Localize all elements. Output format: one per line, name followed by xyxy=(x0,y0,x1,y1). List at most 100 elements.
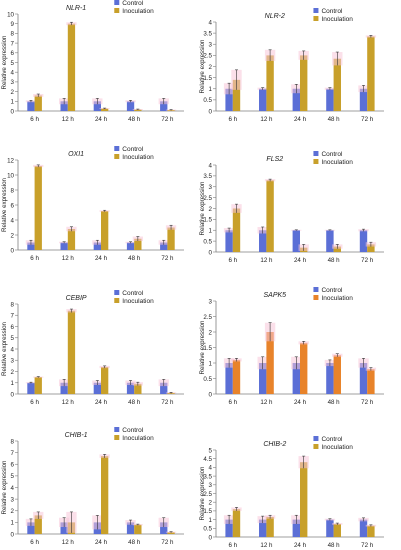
x-tick-label: 24 h xyxy=(294,116,307,123)
y-tick-label: 0.5 xyxy=(203,97,212,104)
y-tick-label: 2 xyxy=(209,329,213,336)
y-tick-label: 2 xyxy=(209,64,213,71)
legend-swatch xyxy=(313,8,319,13)
chart-panel: 0 1 2 3 4 5 6 7 8 Relative expression CHIB-1 Contro… xyxy=(1,427,184,546)
y-tick-label: 7 xyxy=(11,450,15,457)
y-tick-label: 0 xyxy=(11,391,15,398)
bar-inoculation-72h xyxy=(367,244,375,252)
bar-control-12h xyxy=(60,522,68,534)
chart-title: NLR-1 xyxy=(66,5,86,12)
legend-swatch xyxy=(313,16,319,21)
bar-inoculation-24h xyxy=(101,367,109,394)
y-tick-label: 0 xyxy=(209,108,213,115)
x-tick-label: 6 h xyxy=(30,255,39,262)
x-tick-label: 48 h xyxy=(128,116,141,123)
x-tick-label: 6 h xyxy=(228,542,237,549)
y-tick-label: 10 xyxy=(7,172,14,179)
legend-swatch xyxy=(114,290,120,295)
y-tick-label: 1 xyxy=(11,520,15,527)
y-tick-label: 0 xyxy=(209,391,213,398)
bar-control-24h xyxy=(93,242,101,250)
x-tick-label: 6 h xyxy=(228,116,237,123)
chart-panel: 0 0.5 1 1.5 2 2.5 3 3.5 4 Relative expression FLS2… xyxy=(199,151,384,264)
y-tick-label: 3 xyxy=(11,358,15,365)
bar-inoculation-6h xyxy=(34,95,42,111)
y-tick-label: 2.5 xyxy=(203,195,212,202)
x-tick-label: 12 h xyxy=(260,257,273,264)
legend-swatch xyxy=(114,146,120,151)
y-tick-label: 2.5 xyxy=(203,314,212,321)
x-tick-label: 72 h xyxy=(361,116,374,123)
y-tick-label: 8 xyxy=(11,31,15,38)
bar-inoculation-24h xyxy=(300,462,308,537)
x-tick-label: 24 h xyxy=(95,399,108,406)
bar-control-12h xyxy=(60,242,68,250)
y-axis-title: Relative expression xyxy=(199,181,206,236)
y-tick-label: 6 xyxy=(11,50,15,57)
bar-inoculation-72h xyxy=(367,525,375,537)
chart-panel: 0 0.5 1 1.5 2 2.5 3 Relative expression SAPK5 Con… xyxy=(199,287,384,406)
bar-control-48h xyxy=(126,101,135,111)
bar-control-72h xyxy=(160,522,168,534)
bar-control-48h xyxy=(126,522,135,534)
y-tick-label: 0.5 xyxy=(203,238,212,245)
chart-title: CHIB-2 xyxy=(263,441,286,448)
y-tick-label: 2 xyxy=(11,232,15,239)
y-tick-label: 3.5 xyxy=(203,173,212,180)
x-tick-label: 72 h xyxy=(361,542,374,549)
y-axis-title: Relative expression xyxy=(199,466,206,521)
y-tick-label: 1.5 xyxy=(203,508,212,515)
bar-inoculation-24h xyxy=(300,55,308,111)
y-tick-label: 8 xyxy=(11,438,15,445)
legend-label: Control xyxy=(321,287,343,294)
x-tick-label: 12 h xyxy=(260,542,273,549)
x-tick-label: 72 h xyxy=(161,539,174,546)
legend-swatch xyxy=(313,287,319,292)
bar-inoculation-48h xyxy=(134,524,142,534)
x-tick-label: 24 h xyxy=(294,542,307,549)
y-tick-label: 2.5 xyxy=(203,53,212,60)
bar-control-72h xyxy=(160,101,168,111)
y-axis-title: Relative expression xyxy=(199,320,206,375)
y-axis-title: Relative expression xyxy=(1,460,8,515)
y-tick-label: 2 xyxy=(209,500,213,507)
bar-control-48h xyxy=(326,519,334,537)
y-tick-label: 3.5 xyxy=(203,473,212,480)
bar-inoculation-72h xyxy=(167,532,175,534)
y-tick-label: 1 xyxy=(11,99,15,106)
x-tick-label: 6 h xyxy=(30,539,39,546)
legend-swatch xyxy=(313,444,319,449)
chart-title: SAPK5 xyxy=(264,292,287,299)
bar-control-6h xyxy=(27,242,35,250)
bar-inoculation-12h xyxy=(266,180,274,252)
legend-swatch xyxy=(114,435,120,440)
y-tick-label: 1.5 xyxy=(203,217,212,224)
chart-title: CEBIP xyxy=(66,295,87,302)
x-tick-label: 24 h xyxy=(95,539,108,546)
x-tick-label: 12 h xyxy=(62,255,75,262)
y-tick-label: 5 xyxy=(11,473,15,480)
bar-control-12h xyxy=(259,88,267,111)
y-tick-label: 7 xyxy=(11,40,15,47)
y-tick-label: 0 xyxy=(11,108,15,115)
legend-swatch xyxy=(114,427,120,432)
legend-label: Control xyxy=(122,427,144,434)
legend-swatch xyxy=(313,436,319,441)
y-tick-label: 0.5 xyxy=(203,376,212,383)
bar-control-48h xyxy=(326,363,334,394)
x-tick-label: 72 h xyxy=(161,116,174,123)
x-tick-label: 6 h xyxy=(30,399,39,406)
y-tick-label: 3 xyxy=(11,496,15,503)
y-tick-label: 3 xyxy=(209,482,213,489)
bar-control-48h xyxy=(126,242,135,250)
x-tick-label: 12 h xyxy=(62,539,75,546)
x-tick-label: 72 h xyxy=(361,399,374,406)
y-axis-title: Relative expression xyxy=(1,35,8,90)
bar-inoculation-6h xyxy=(232,208,241,252)
bar-control-72h xyxy=(359,363,368,394)
bar-control-24h xyxy=(93,101,101,111)
y-tick-label: 2 xyxy=(209,206,213,213)
y-tick-label: 1 xyxy=(209,360,213,367)
bar-inoculation-48h xyxy=(134,109,142,111)
